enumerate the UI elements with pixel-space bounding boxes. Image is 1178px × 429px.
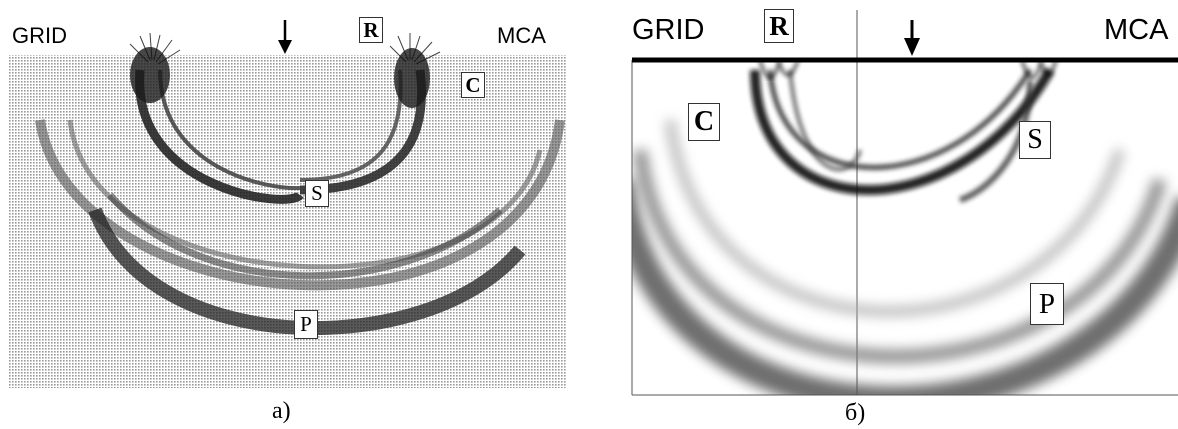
figure-panel-a: GRID MCA R C S P a) [8, 17, 566, 424]
wave-label-c-b: C [688, 103, 720, 141]
mca-label-b: MCA [1104, 14, 1169, 46]
wavefield-plot-b [631, 10, 1178, 396]
figure-panel-b: GRID MCA R C S P б) [590, 0, 1178, 429]
mca-label-a: MCA [497, 23, 546, 48]
source-arrow-a [278, 20, 292, 54]
grid-label-a: GRID [12, 23, 67, 48]
wave-label-r-b: R [764, 9, 794, 43]
wavefield-plot-a [8, 20, 566, 388]
wave-label-r-a: R [359, 17, 383, 43]
wave-label-s-b: S [1019, 121, 1051, 159]
source-arrow-b [904, 20, 920, 56]
wave-label-c-a: C [461, 72, 485, 98]
caption-b: б) [845, 400, 866, 426]
wave-label-p-a: P [294, 310, 318, 339]
caption-a: a) [272, 398, 291, 424]
wave-label-s-a: S [305, 180, 329, 207]
wave-label-p-b: P [1030, 283, 1064, 325]
grid-label-b: GRID [632, 14, 705, 46]
